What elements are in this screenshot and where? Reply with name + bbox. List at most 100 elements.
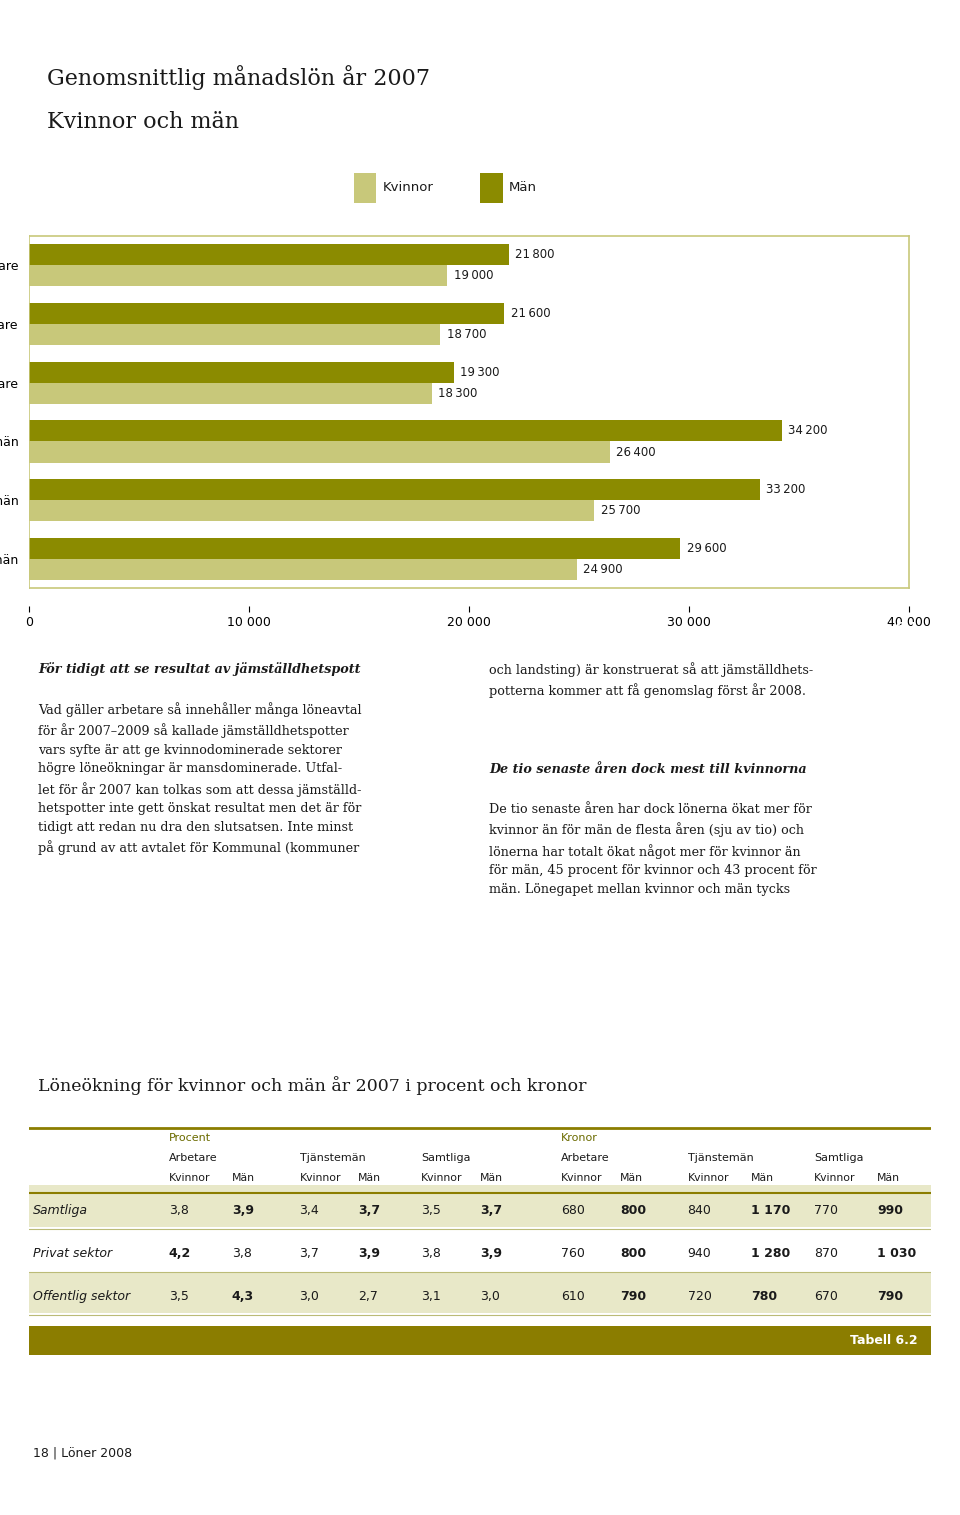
Bar [29,1185,931,1227]
Text: 670: 670 [814,1291,838,1303]
Bar [29,500,594,521]
Text: 680: 680 [562,1204,585,1217]
Bar [29,538,681,559]
Text: Genomsnittlig månadslön år 2007: Genomsnittlig månadslön år 2007 [47,65,430,89]
Bar [29,559,577,580]
Bar [353,173,376,203]
Text: 610: 610 [562,1291,585,1303]
Text: Män: Män [358,1173,381,1183]
Text: Män: Män [620,1173,643,1183]
Text: 790: 790 [877,1291,903,1303]
Text: Kvinnor: Kvinnor [300,1173,341,1183]
Text: 21 600: 21 600 [511,308,550,320]
Text: Arbetare: Arbetare [562,1153,610,1164]
Text: Privat sektor: Privat sektor [34,1247,112,1260]
Bar [29,420,781,441]
Bar [29,324,441,345]
Text: 840: 840 [687,1204,711,1217]
Text: Kvinnor: Kvinnor [421,1173,463,1183]
Text: Tjänstemän: Tjänstemän [687,1153,754,1164]
Text: Män: Män [877,1173,900,1183]
Text: Kvinnor: Kvinnor [382,182,433,194]
Text: 18 700: 18 700 [447,329,487,341]
Text: De tio senaste åren dock mest till kvinnorna: De tio senaste åren dock mest till kvinn… [489,764,806,776]
Text: 1 030: 1 030 [877,1247,916,1260]
Bar [29,479,759,500]
Text: 720: 720 [687,1291,711,1303]
Text: 3,9: 3,9 [231,1204,253,1217]
Text: 3,8: 3,8 [421,1247,442,1260]
Text: 3,0: 3,0 [480,1291,500,1303]
Bar [29,383,432,405]
Text: Löneökning för kvinnor och män år 2007 i procent och kronor: Löneökning för kvinnor och män år 2007 i… [37,1076,587,1095]
Text: 990: 990 [877,1204,903,1217]
Text: Män: Män [231,1173,254,1183]
Text: Kronor: Kronor [562,1133,598,1144]
Text: Kvinnor: Kvinnor [562,1173,603,1183]
Text: Tabell 6.2: Tabell 6.2 [850,1335,918,1347]
Text: 760: 760 [562,1247,585,1260]
Text: Arbetare: Arbetare [169,1153,217,1164]
Bar [29,441,610,462]
Bar [29,244,509,265]
Bar [29,303,504,324]
Text: 3,5: 3,5 [421,1204,442,1217]
Text: 19 300: 19 300 [460,365,500,379]
Text: 3,9: 3,9 [480,1247,502,1260]
Text: 780: 780 [751,1291,777,1303]
Text: 3,7: 3,7 [480,1204,502,1217]
Text: 18 | Löner 2008: 18 | Löner 2008 [34,1447,132,1459]
Text: Procent: Procent [169,1133,211,1144]
Text: 3,8: 3,8 [169,1204,188,1217]
Bar [29,265,447,286]
Text: 25 700: 25 700 [601,504,640,517]
Text: Samtliga: Samtliga [814,1153,863,1164]
Text: 800: 800 [620,1204,646,1217]
Text: Män: Män [480,1173,503,1183]
Text: Kvinnor: Kvinnor [169,1173,210,1183]
Text: 26 400: 26 400 [616,445,656,459]
Text: 4,3: 4,3 [231,1291,254,1303]
Text: 18 300: 18 300 [438,386,477,400]
Text: Män: Män [509,182,537,194]
Text: 3,8: 3,8 [231,1247,252,1260]
Bar [480,173,503,203]
Text: Kvinnor och män: Kvinnor och män [47,111,239,133]
Text: De tio senaste åren har dock lönerna ökat mer för
kvinnor än för män de flesta å: De tio senaste åren har dock lönerna öka… [489,803,817,895]
Text: 3,1: 3,1 [421,1291,441,1303]
Text: 3,0: 3,0 [300,1291,320,1303]
Text: 3,7: 3,7 [300,1247,320,1260]
Text: 940: 940 [687,1247,711,1260]
Text: 1 280: 1 280 [751,1247,790,1260]
Bar [29,362,453,383]
Text: 24 900: 24 900 [584,564,623,576]
Text: 3,9: 3,9 [358,1247,380,1260]
Text: Samtliga: Samtliga [34,1204,88,1217]
Text: 4,2: 4,2 [169,1247,191,1260]
Text: Diagram 6.1: Diagram 6.1 [831,621,918,633]
Text: 3,5: 3,5 [169,1291,188,1303]
Text: 34 200: 34 200 [788,424,828,438]
Text: 33 200: 33 200 [766,483,805,495]
Text: 800: 800 [620,1247,646,1260]
Text: 2,7: 2,7 [358,1291,378,1303]
Text: och landsting) är konstruerat så att jämställdhets-
potterna kommer att få genom: och landsting) är konstruerat så att jäm… [489,662,813,698]
Text: 790: 790 [620,1291,646,1303]
Text: Kvinnor: Kvinnor [687,1173,729,1183]
Text: Offentlig sektor: Offentlig sektor [34,1291,131,1303]
Text: 21 800: 21 800 [516,248,555,261]
Text: 29 600: 29 600 [687,542,727,554]
Text: 19 000: 19 000 [453,270,493,282]
Text: Män: Män [751,1173,774,1183]
Text: Tjänstemän: Tjänstemän [300,1153,365,1164]
Text: 1 170: 1 170 [751,1204,790,1217]
Text: Kvinnor: Kvinnor [814,1173,855,1183]
Text: Samtliga: Samtliga [421,1153,470,1164]
Bar [29,1326,931,1354]
Bar [29,1271,931,1314]
Text: För tidigt att se resultat av jämställdhetspott: För tidigt att se resultat av jämställdh… [37,662,360,676]
Text: 3,7: 3,7 [358,1204,380,1217]
Text: 870: 870 [814,1247,838,1260]
Text: Vad gäller arbetare så innehåller många löneavtal
för år 2007–2009 så kallade jä: Vad gäller arbetare så innehåller många … [37,701,362,854]
Text: 3,4: 3,4 [300,1204,320,1217]
